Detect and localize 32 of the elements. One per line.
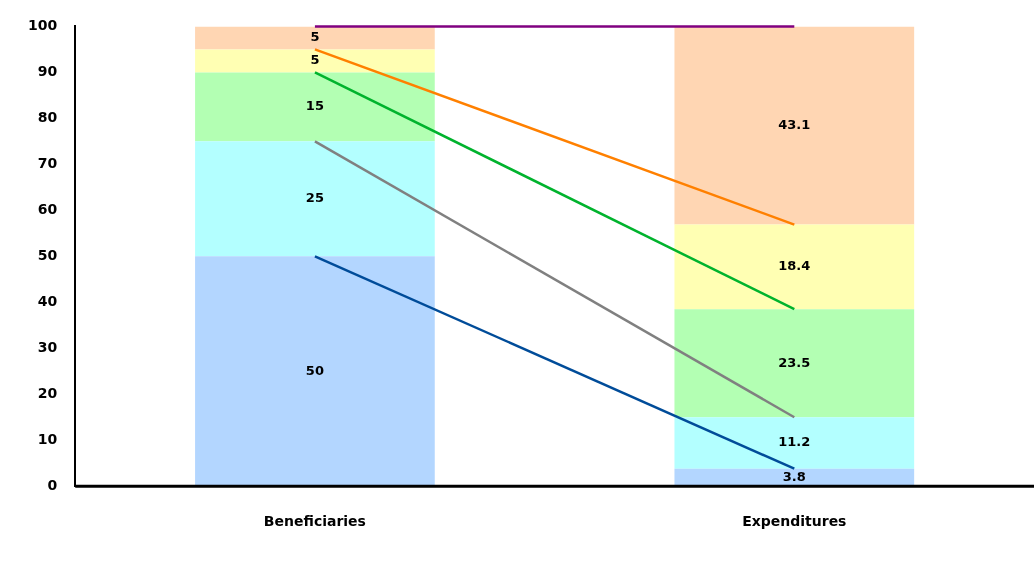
data-label: 11.2 <box>778 434 811 450</box>
data-label: 5 <box>310 29 320 45</box>
y-tick-label: 60 <box>37 200 58 217</box>
bar <box>674 309 915 418</box>
y-tick-label: 100 <box>27 17 58 34</box>
y-tick-label: 70 <box>37 154 58 171</box>
y-tick-label: 20 <box>37 384 58 401</box>
bar <box>195 72 435 142</box>
y-tick-label: 90 <box>37 63 58 80</box>
bar <box>674 26 915 225</box>
bar <box>195 26 435 50</box>
data-label: 3.8 <box>782 468 806 484</box>
y-tick-label: 80 <box>37 109 58 125</box>
data-label: 23.5 <box>778 354 811 370</box>
data-label: 15 <box>305 98 324 114</box>
bar <box>195 141 435 257</box>
x-tick-label: Beneficiaries <box>263 513 366 530</box>
bar <box>195 49 435 73</box>
bar <box>195 256 435 487</box>
y-tick-label: 40 <box>37 292 58 309</box>
data-label: 50 <box>305 362 324 378</box>
data-label: 18.4 <box>778 258 811 274</box>
data-label: 43.1 <box>778 116 811 132</box>
bar <box>674 417 915 469</box>
y-tick-label: 10 <box>37 430 58 447</box>
x-tick-label: Expenditures <box>742 513 847 530</box>
y-tick-label: 30 <box>37 338 58 355</box>
data-label: 25 <box>305 190 324 206</box>
bar <box>674 224 915 310</box>
y-tick-label: 0 <box>47 476 58 493</box>
data-label: 5 <box>310 52 320 68</box>
y-tick-label: 50 <box>37 246 58 263</box>
